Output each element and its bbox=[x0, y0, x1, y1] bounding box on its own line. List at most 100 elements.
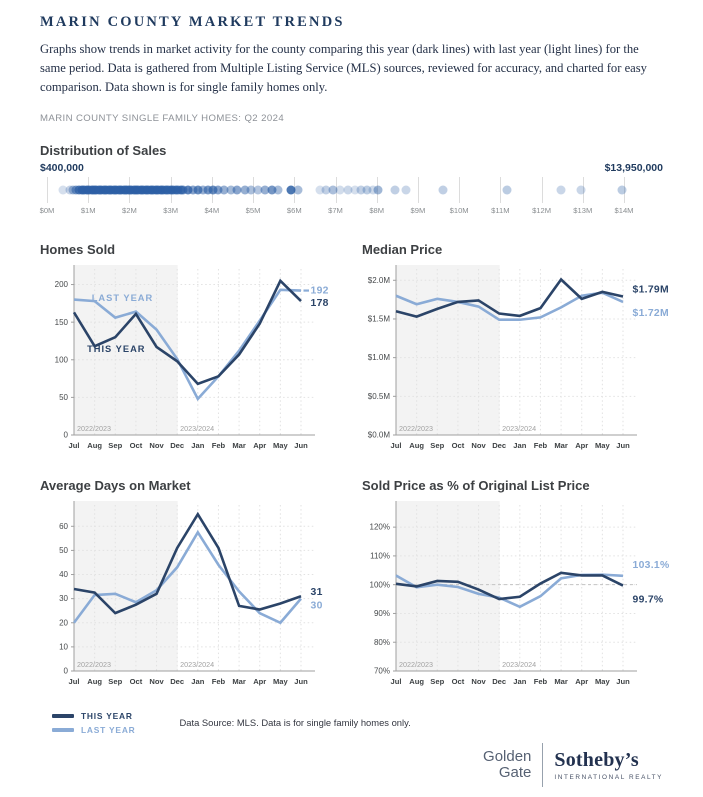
svg-text:Oct: Oct bbox=[130, 677, 143, 686]
sale-price-dot bbox=[232, 185, 242, 195]
sothebys-wordmark: Sotheby’s bbox=[554, 749, 639, 771]
svg-text:31: 31 bbox=[311, 587, 323, 598]
sale-price-dot bbox=[65, 185, 75, 195]
svg-text:2022/2023: 2022/2023 bbox=[399, 660, 433, 669]
svg-text:2023/2024: 2023/2024 bbox=[502, 660, 536, 669]
svg-text:Nov: Nov bbox=[149, 677, 164, 686]
svg-text:2022/2023: 2022/2023 bbox=[77, 424, 111, 433]
report-description: Graphs show trends in market activity fo… bbox=[40, 42, 647, 94]
svg-text:2022/2023: 2022/2023 bbox=[399, 424, 433, 433]
sale-price-dot bbox=[273, 185, 283, 195]
chart-title-sold-price-pct: Sold Price as % of Original List Price bbox=[362, 478, 590, 493]
svg-text:100%: 100% bbox=[370, 580, 390, 589]
svg-text:May: May bbox=[273, 441, 289, 450]
axis-gridline bbox=[582, 177, 584, 203]
svg-text:Sep: Sep bbox=[108, 677, 122, 686]
axis-tick-label: $6M bbox=[286, 206, 302, 215]
chart-title-homes-sold: Homes Sold bbox=[40, 242, 116, 257]
svg-text:Nov: Nov bbox=[471, 677, 486, 686]
this-year-line-swatch bbox=[52, 714, 74, 718]
axis-tick-label: $3M bbox=[163, 206, 179, 215]
svg-text:50: 50 bbox=[59, 393, 68, 402]
svg-text:$0.0M: $0.0M bbox=[368, 431, 391, 440]
golden-gate-line2: Gate bbox=[498, 764, 532, 781]
svg-text:Jan: Jan bbox=[513, 677, 526, 686]
sale-price-dot bbox=[576, 185, 586, 195]
golden-gate-line1: Golden bbox=[483, 747, 532, 765]
distribution-max-label: $13,950,000 bbox=[604, 162, 663, 174]
axis-gridline bbox=[335, 177, 337, 203]
svg-text:Jul: Jul bbox=[69, 441, 80, 450]
sale-price-dot bbox=[617, 185, 627, 195]
axis-gridline bbox=[541, 177, 543, 203]
svg-text:90%: 90% bbox=[374, 609, 390, 618]
svg-text:Apr: Apr bbox=[575, 441, 588, 450]
footer: THIS YEAR LAST YEAR Data Source: MLS. Da… bbox=[40, 711, 663, 735]
chart-avg-days-on-market: Average Days on Market 0 10 20 30 40 50 60 Jul A… bbox=[40, 478, 341, 701]
median-price-plot: $0.0M $0.5M $1.0M $1.5M $2.0M Jul Aug Sep Oct Nov… bbox=[368, 265, 669, 450]
sale-price-dot bbox=[246, 185, 256, 195]
sale-price-dot bbox=[293, 185, 303, 195]
svg-text:Mar: Mar bbox=[554, 677, 568, 686]
svg-text:30: 30 bbox=[311, 601, 323, 612]
svg-text:100: 100 bbox=[55, 355, 69, 364]
svg-text:Feb: Feb bbox=[212, 677, 226, 686]
svg-text:May: May bbox=[595, 677, 611, 686]
svg-text:2023/2024: 2023/2024 bbox=[180, 424, 214, 433]
sale-price-dot bbox=[390, 185, 400, 195]
svg-text:Dec: Dec bbox=[492, 677, 506, 686]
svg-text:May: May bbox=[273, 677, 289, 686]
chart-title-avg-days: Average Days on Market bbox=[40, 478, 191, 493]
svg-text:192: 192 bbox=[311, 286, 329, 297]
svg-text:Jun: Jun bbox=[616, 441, 630, 450]
sale-price-dot bbox=[368, 185, 378, 195]
axis-tick-label: $7M bbox=[328, 206, 343, 215]
axis-gridline bbox=[624, 177, 625, 203]
svg-text:Aug: Aug bbox=[87, 441, 102, 450]
axis-gridline bbox=[500, 177, 502, 203]
homes-sold-plot: 0 50 100 150 200 Jul Aug Sep Oct Nov Dec Jan Feb Mar A… bbox=[55, 265, 329, 450]
svg-text:Nov: Nov bbox=[471, 441, 486, 450]
svg-text:Aug: Aug bbox=[87, 677, 102, 686]
svg-text:70%: 70% bbox=[374, 667, 390, 676]
svg-text:103.1%: 103.1% bbox=[633, 560, 670, 571]
sale-price-dot bbox=[213, 185, 223, 195]
sale-price-dot bbox=[502, 185, 512, 195]
sale-price-dot bbox=[178, 185, 188, 195]
sale-price-dot bbox=[188, 185, 198, 195]
svg-text:2022/2023: 2022/2023 bbox=[77, 660, 111, 669]
distribution-strip: $400,000 $13,950,000 $0M $1M $2M $3M $4M $5M $… bbox=[40, 162, 663, 220]
axis-tick-label: $1M bbox=[80, 206, 96, 215]
sale-price-dot bbox=[219, 185, 229, 195]
axis-tick-label: $0M bbox=[39, 206, 55, 215]
sale-price-dot bbox=[356, 185, 366, 195]
sale-price-dot bbox=[58, 185, 68, 195]
sale-price-dot bbox=[183, 185, 193, 195]
sale-price-dot bbox=[203, 185, 213, 195]
svg-text:Jul: Jul bbox=[391, 677, 402, 686]
svg-text:Jul: Jul bbox=[391, 441, 402, 450]
sold-price-pct-plot: 70% 80% 90% 100% 110% 120% Jul Aug Sep Oct Nov Dec J… bbox=[370, 501, 669, 686]
chart-sold-price-pct: Sold Price as % of Original List Price 7… bbox=[362, 478, 669, 701]
chart-median-price: Median Price $0.0M $0.5M $1.0M $1.5M $2.0M Ju… bbox=[362, 242, 669, 465]
svg-text:0: 0 bbox=[64, 431, 69, 440]
sale-price-dot bbox=[373, 185, 383, 195]
svg-text:2023/2024: 2023/2024 bbox=[502, 424, 536, 433]
svg-text:Oct: Oct bbox=[130, 441, 143, 450]
svg-text:Apr: Apr bbox=[575, 677, 588, 686]
svg-text:Feb: Feb bbox=[534, 441, 548, 450]
avg-days-plot: 0 10 20 30 40 50 60 Jul Aug Sep Oct Nov Dec Jan Feb Mar… bbox=[59, 501, 323, 686]
sale-price-dot bbox=[362, 185, 372, 195]
legend-last-year-label: LAST YEAR bbox=[81, 725, 136, 735]
distribution-min-label: $400,000 bbox=[40, 162, 84, 174]
sale-price-dot bbox=[253, 185, 263, 195]
axis-tick-label: $13M bbox=[573, 206, 593, 215]
svg-text:Sep: Sep bbox=[430, 677, 444, 686]
sothebys-block: Sotheby’s INTERNATIONAL REALTY bbox=[554, 749, 663, 781]
axis-gridline bbox=[253, 177, 255, 203]
svg-text:LAST YEAR: LAST YEAR bbox=[92, 293, 154, 303]
sale-price-dot bbox=[208, 185, 218, 195]
svg-text:10: 10 bbox=[59, 642, 68, 651]
svg-text:50: 50 bbox=[59, 546, 68, 555]
sale-price-dot bbox=[267, 185, 277, 195]
